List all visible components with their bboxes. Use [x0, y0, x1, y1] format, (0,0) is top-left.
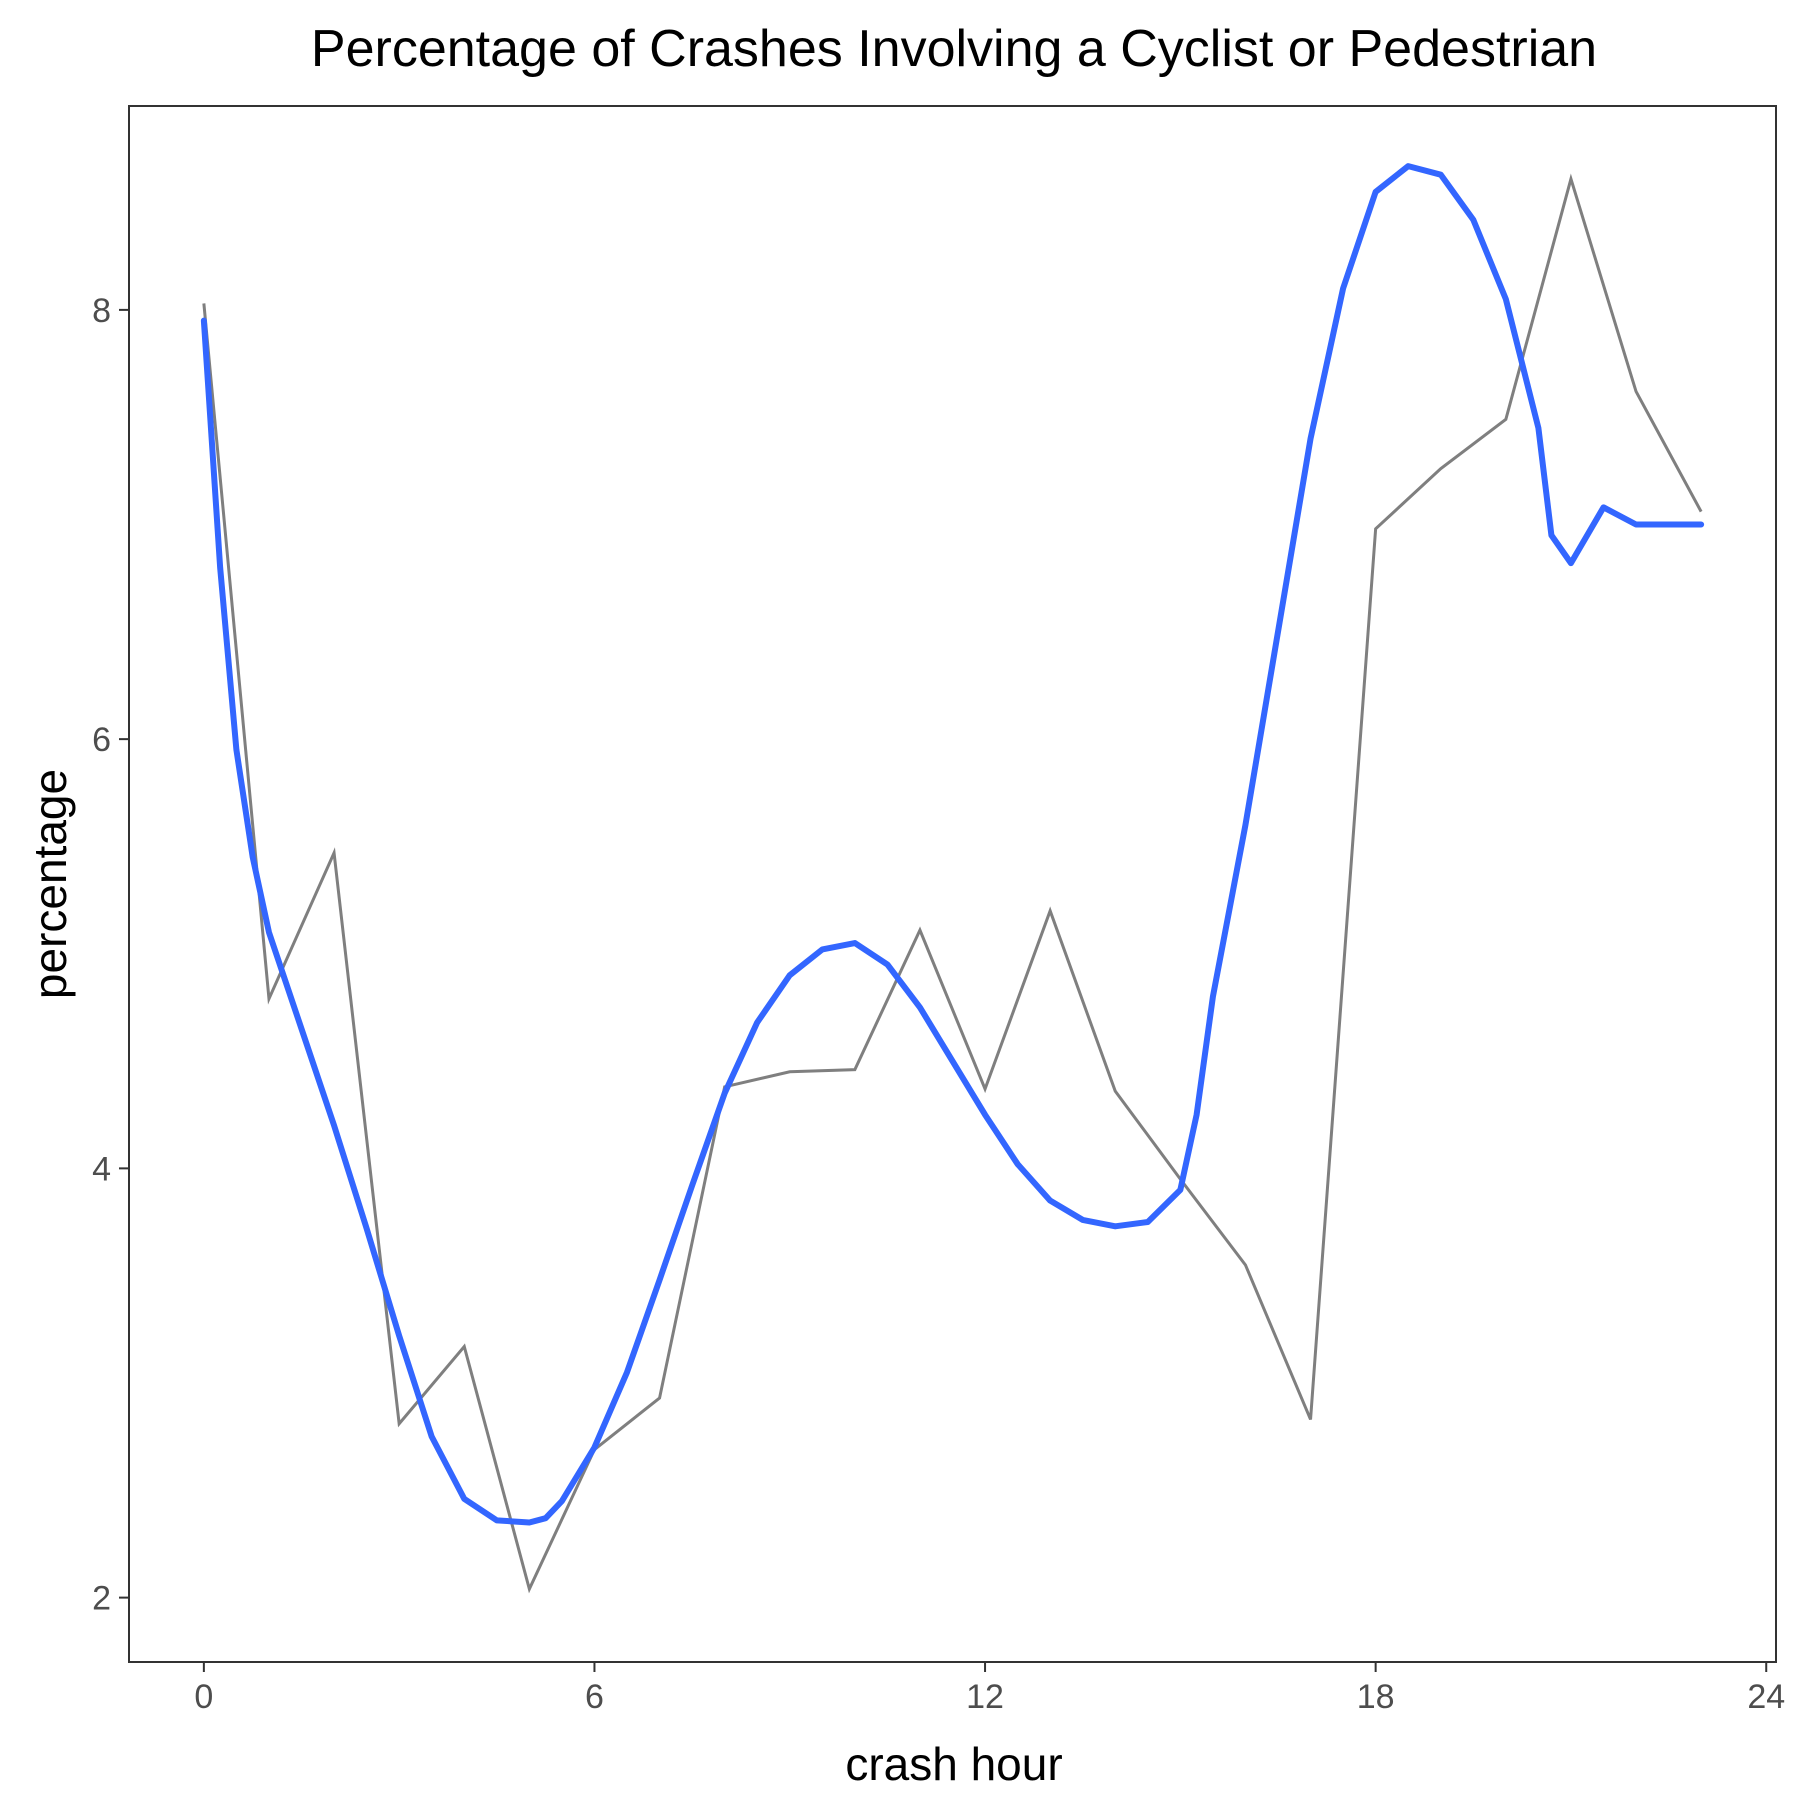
plot-panel: [128, 105, 1777, 1663]
raw-percentage-line: [202, 173, 1703, 1594]
chart-title: Percentage of Crashes Involving a Cyclis…: [311, 20, 1597, 78]
x-tick-label: 24: [1747, 1678, 1785, 1716]
y-tick-label: 8: [92, 292, 111, 330]
y-axis-title: percentage: [24, 769, 76, 999]
x-tick-label: 0: [194, 1678, 213, 1716]
smoothed-trend-line: [200, 163, 1705, 1526]
y-tick-label: 6: [92, 721, 111, 759]
x-tick-label: 12: [966, 1678, 1004, 1716]
y-axis-ticks: 2 4 6 8: [92, 292, 129, 1618]
x-tick-label: 18: [1357, 1678, 1395, 1716]
x-axis-title: crash hour: [845, 1738, 1062, 1790]
y-tick-label: 4: [92, 1150, 111, 1188]
x-axis-ticks: 0 6 12 18 24: [194, 1662, 1785, 1716]
y-tick-label: 2: [92, 1580, 111, 1618]
x-tick-label: 6: [585, 1678, 604, 1716]
